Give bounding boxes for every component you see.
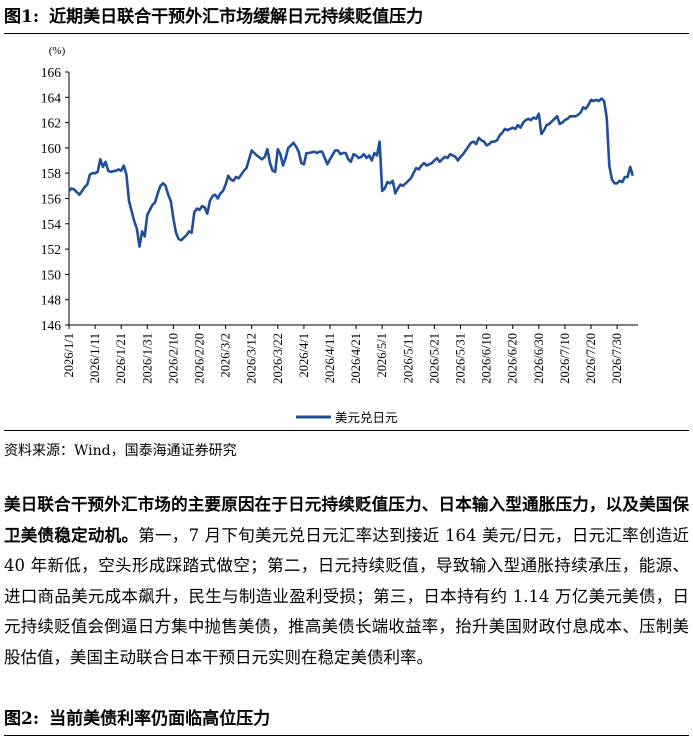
y-tick-label: 166	[41, 65, 62, 80]
figure2-title: 图2: 当前美债利率仍面临高位压力	[4, 705, 689, 736]
x-tick-label: 2026/4/21	[349, 333, 363, 384]
usdjpy-line-chart: (%) 146 148 150 152 154 156 158 160 162 164 166 2026…	[41, 45, 638, 425]
x-tick-label: 2026/4/11	[323, 333, 337, 383]
x-tick-label: 2026/2/10	[166, 333, 180, 384]
x-tick-label: 2026/4/1	[297, 333, 311, 377]
x-tick-label: 2026/5/1	[375, 333, 389, 377]
x-tick-label: 2026/3/22	[271, 333, 285, 384]
x-tick-label: 2026/7/30	[610, 333, 624, 384]
paragraph-text: 第一，7 月下旬美元兑日元汇率达到接近 164 美元/日元，日元汇率创造近 40…	[4, 525, 689, 667]
x-tick-label: 2026/7/10	[558, 333, 572, 384]
figure1-title: 图1: 近期美日联合干预外汇市场缓解日元持续贬值压力	[4, 3, 689, 34]
figure2-label: 图2:	[4, 709, 40, 729]
figure1-label: 图1:	[4, 7, 40, 27]
y-tick-label: 150	[41, 267, 62, 282]
x-tick-label: 2026/5/11	[401, 333, 415, 383]
x-tick-label: 2026/1/1	[62, 333, 76, 377]
x-tick-label: 2026/6/30	[532, 333, 546, 384]
x-tick-label: 2026/3/2	[219, 333, 233, 377]
x-tick-label: 2026/6/20	[506, 333, 520, 384]
y-tick-label: 164	[41, 90, 62, 105]
y-tick-label: 154	[41, 217, 62, 232]
y-unit-label: (%)	[49, 45, 66, 57]
y-tick-label: 160	[41, 141, 62, 156]
x-tick-label: 2026/5/21	[427, 333, 441, 384]
y-tick-label: 152	[41, 242, 61, 257]
paragraph-lead: 美日联合干预外汇市场的主要原因在于日元持续贬值压力、日本输入型通胀压力，以及美国…	[4, 495, 689, 545]
x-tick-label: 2026/6/10	[480, 333, 494, 384]
x-tick-label: 2026/1/21	[114, 333, 128, 384]
y-tick-label: 158	[41, 166, 62, 181]
source-divider	[4, 430, 689, 431]
chart-source: 资料来源：Wind，国泰海通证券研究	[4, 443, 237, 459]
y-tick-label: 148	[41, 293, 62, 308]
x-tick-label: 2026/2/20	[193, 333, 207, 384]
y-tick-label: 162	[41, 116, 61, 131]
x-tick-label: 2026/7/20	[584, 333, 598, 384]
figure1-title-text: 近期美日联合干预外汇市场缓解日元持续贬值压力	[49, 7, 424, 27]
x-tick-label: 2026/5/31	[454, 333, 468, 384]
series-line-0	[68, 97, 635, 248]
y-tick-label: 146	[41, 318, 62, 333]
y-tick-label: 156	[41, 192, 62, 207]
figure2-title-text: 当前美债利率仍面临高位压力	[49, 709, 271, 729]
x-tick-label: 2026/1/11	[88, 333, 102, 383]
legend-label: 美元兑日元	[335, 411, 398, 425]
body-paragraph: 美日联合干预外汇市场的主要原因在于日元持续贬值压力、日本输入型通胀压力，以及美国…	[4, 490, 689, 673]
x-tick-label: 2026/3/12	[245, 333, 259, 384]
x-tick-label: 2026/1/31	[140, 333, 154, 384]
